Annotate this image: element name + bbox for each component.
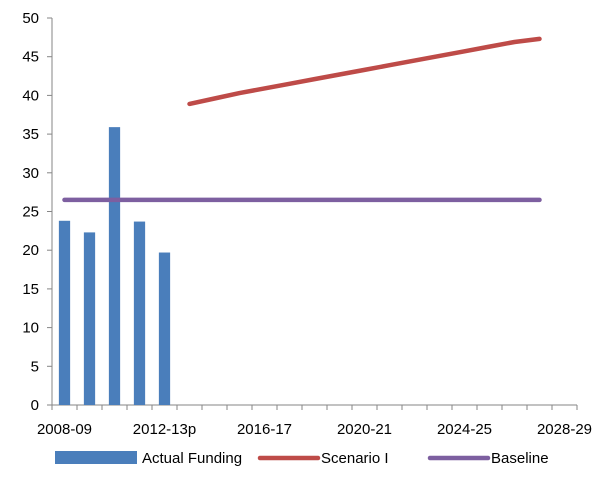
x-tick-label: 2028-29 xyxy=(537,421,592,438)
bar-actual-funding xyxy=(158,252,171,405)
x-tick-label: 2024-25 xyxy=(437,421,492,438)
y-tick-label: 35 xyxy=(22,126,39,143)
bar-actual-funding xyxy=(83,232,96,405)
y-tick-label: 50 xyxy=(22,10,39,27)
plot-area: 0 5 10 15 20 25 30 35 40 45 50 2008-09 2012-13p 2016-… xyxy=(22,10,592,438)
y-tick-label: 10 xyxy=(22,320,39,337)
legend-swatch-actual-funding xyxy=(55,451,137,464)
y-tick-label: 40 xyxy=(22,87,39,104)
x-tick-label: 2008-09 xyxy=(37,421,92,438)
bar-actual-funding xyxy=(133,221,146,405)
x-tick-label: 2016-17 xyxy=(237,421,292,438)
legend-label-actual-funding: Actual Funding xyxy=(142,450,242,467)
y-tick-label: 25 xyxy=(22,204,39,221)
bar-actual-funding xyxy=(108,127,121,405)
y-tick-label: 45 xyxy=(22,49,39,66)
y-tick-label: 30 xyxy=(22,165,39,182)
bar-actual-funding xyxy=(58,220,71,405)
x-tick-label: 2012-13p xyxy=(133,421,196,438)
line-scenario-i xyxy=(187,36,542,107)
legend-label-scenario-i: Scenario I xyxy=(321,450,389,467)
y-tick-label: 5 xyxy=(31,358,39,375)
y-tick-label: 15 xyxy=(22,281,39,298)
legend-label-baseline: Baseline xyxy=(491,450,549,467)
y-tick-label: 0 xyxy=(31,397,39,414)
legend: Actual Funding Scenario I Baseline xyxy=(55,450,549,467)
y-tick-label: 20 xyxy=(22,242,39,259)
x-tick-label: 2020-21 xyxy=(337,421,392,438)
